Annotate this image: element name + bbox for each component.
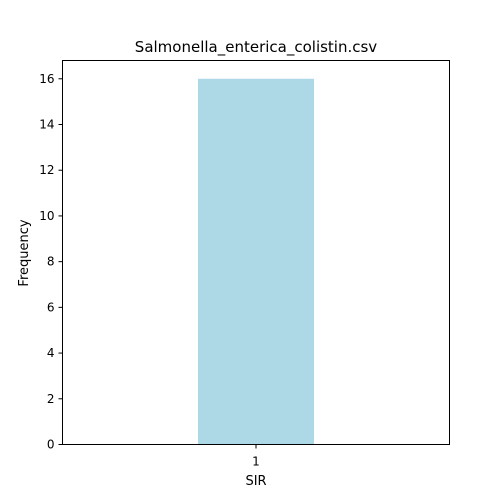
y-tick-label: 4 [47,346,55,360]
y-tick-label: 12 [39,163,54,177]
y-tick-label: 2 [47,392,55,406]
bar-1 [197,78,315,445]
chart-title: Salmonella_enterica_colistin.csv [135,38,378,57]
x-axis: 1 [252,444,260,469]
x-axis-label: SIR [245,474,266,489]
y-tick-label: 6 [47,300,55,314]
y-axis-label: Frequency [17,219,32,286]
y-tick-label: 0 [47,438,55,452]
y-tick-label: 16 [39,72,54,86]
y-tick-label: 14 [39,118,54,132]
y-tick-label: 10 [39,209,54,223]
y-axis: 0 2 4 6 8 10 12 14 16 [39,72,63,452]
x-tick-label: 1 [252,455,260,469]
plot-frame [62,60,450,445]
y-tick-label: 8 [47,255,55,269]
bars-group [197,78,315,445]
